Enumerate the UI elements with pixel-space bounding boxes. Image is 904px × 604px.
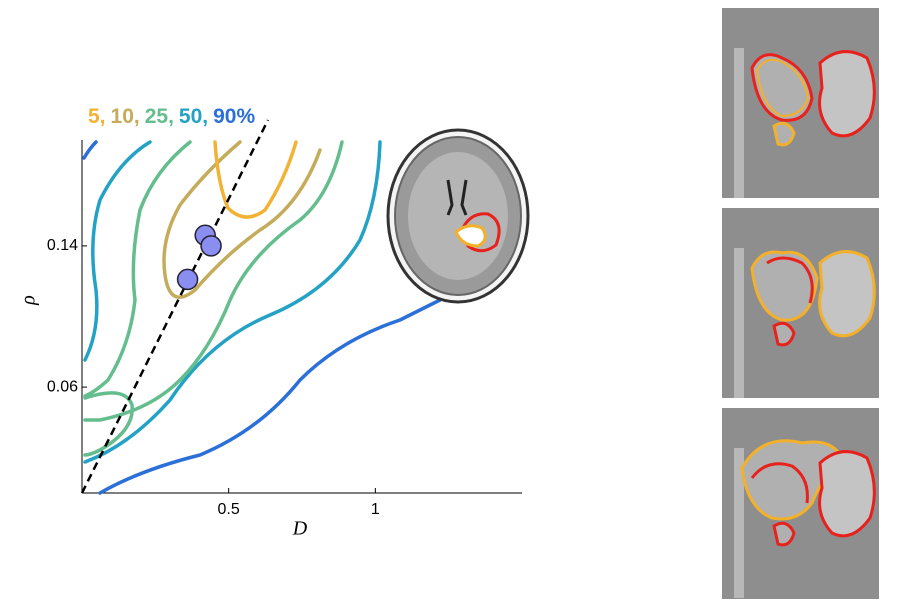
y-axis-label: ρ bbox=[18, 295, 40, 306]
level-labels: 5, 10, 25, 50, 90% bbox=[88, 105, 255, 128]
trend-line bbox=[80, 119, 270, 494]
x-tick-label: 1 bbox=[371, 501, 380, 518]
level-label: 25, bbox=[145, 105, 174, 128]
point bbox=[176, 268, 199, 291]
x-tick-label: 0.5 bbox=[218, 501, 240, 518]
level-label: 10, bbox=[111, 105, 140, 128]
y-tick-label: 0.14 bbox=[47, 237, 78, 254]
contour-line bbox=[162, 140, 322, 299]
contour-line bbox=[83, 140, 344, 422]
contour-line bbox=[83, 140, 382, 464]
y-tick-label: 0.06 bbox=[47, 378, 78, 395]
mri-panels bbox=[722, 8, 879, 599]
level-label: 5, bbox=[88, 105, 106, 128]
point bbox=[200, 235, 222, 257]
contour-line bbox=[83, 391, 134, 457]
brain-inset bbox=[386, 128, 530, 304]
level-label: 90% bbox=[213, 105, 255, 128]
contour-line bbox=[83, 140, 192, 398]
x-axis-label: D bbox=[292, 518, 308, 540]
contour-line bbox=[98, 298, 442, 495]
contour-line bbox=[82, 140, 98, 160]
level-label: 50, bbox=[179, 105, 208, 128]
contour-line bbox=[213, 140, 298, 219]
contour-line bbox=[83, 140, 152, 362]
contours bbox=[82, 140, 442, 495]
